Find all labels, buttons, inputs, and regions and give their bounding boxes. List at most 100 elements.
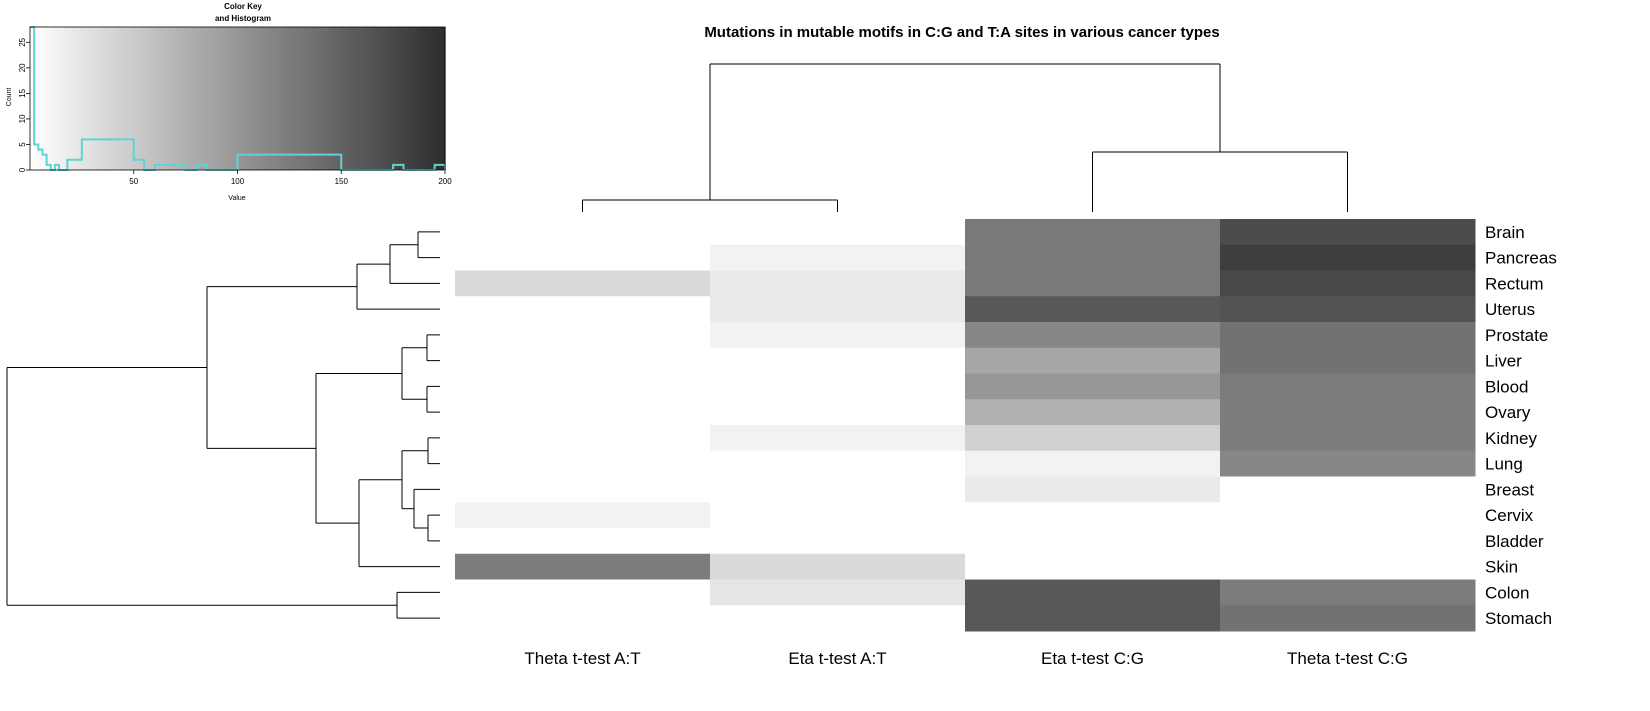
color-key-band <box>183 27 189 170</box>
color-key-band <box>233 27 239 170</box>
heatmap-cell <box>455 270 711 297</box>
heatmap-cell <box>1220 322 1476 349</box>
row-label: Rectum <box>1485 274 1544 293</box>
color-key-ylabel: Count <box>6 88 13 107</box>
color-key-band <box>312 27 317 170</box>
color-key-band <box>187 27 193 170</box>
heatmap-cell <box>455 553 711 580</box>
heatmap-cell <box>1220 270 1476 297</box>
heatmap-cell <box>1220 450 1476 477</box>
heatmap-cell <box>710 347 966 374</box>
row-label: Stomach <box>1485 609 1552 628</box>
color-key-band <box>92 27 97 170</box>
color-key-band <box>316 27 322 170</box>
color-key-band <box>353 27 359 170</box>
color-key-band <box>382 27 388 170</box>
color-key-band <box>75 27 81 170</box>
row-label: Lung <box>1485 455 1523 474</box>
color-key-band <box>104 27 110 170</box>
heatmap-cell <box>710 579 966 606</box>
heatmap-cell <box>710 553 966 580</box>
color-key-band <box>428 27 434 170</box>
color-key-band <box>225 27 230 170</box>
color-key-band <box>38 27 44 170</box>
color-key-band <box>254 27 259 170</box>
row-label: Kidney <box>1485 429 1537 448</box>
color-key-band <box>59 27 64 170</box>
row-label: Ovary <box>1485 403 1531 422</box>
heatmap-cell <box>455 450 711 477</box>
heatmap-cell <box>965 322 1221 349</box>
y-tick-label: 25 <box>18 37 27 46</box>
color-key-band <box>341 27 346 170</box>
color-key-band <box>142 27 147 170</box>
x-tick-label: 200 <box>438 177 452 186</box>
row-label: Uterus <box>1485 300 1535 319</box>
heatmap-cell <box>710 322 966 349</box>
heatmap-cell <box>455 244 711 271</box>
color-key-band <box>117 27 122 170</box>
color-key-band <box>162 27 168 170</box>
color-key-band <box>407 27 413 170</box>
heatmap-cell <box>710 399 966 426</box>
row-label: Bladder <box>1485 532 1544 551</box>
color-key-band <box>88 27 93 170</box>
color-key-title: Color Key <box>224 2 262 11</box>
heatmap-cell <box>455 528 711 555</box>
color-key-band <box>196 27 201 170</box>
x-tick-label: 100 <box>231 177 245 186</box>
color-key-band <box>171 27 176 170</box>
color-key-band <box>357 27 363 170</box>
color-key-band <box>320 27 326 170</box>
heatmap-cell <box>710 296 966 323</box>
heatmap-cell <box>1220 502 1476 529</box>
chart-title: Mutations in mutable motifs in C:G and T… <box>704 24 1219 41</box>
color-key-band <box>42 27 48 170</box>
color-key-band <box>100 27 106 170</box>
column-labels: Theta t-test A:T Eta t-test A:T Eta t-test… <box>524 649 1408 668</box>
color-key-band <box>50 27 56 170</box>
color-key-band <box>245 27 251 170</box>
color-key-band <box>46 27 52 170</box>
heatmap-cell <box>965 270 1221 297</box>
color-key-band <box>266 27 272 170</box>
column-label: Eta t-test C:G <box>1041 649 1144 668</box>
color-key-subtitle: and Histogram <box>215 14 271 23</box>
heatmap-cell <box>1220 476 1476 503</box>
heatmap-grid <box>455 219 1476 632</box>
y-tick-label: 10 <box>18 114 27 123</box>
heatmap-cell <box>710 219 966 246</box>
color-key-band <box>345 27 351 170</box>
heatmap-cell <box>1220 373 1476 400</box>
x-tick-label: 150 <box>335 177 349 186</box>
heatmap-cell <box>965 373 1221 400</box>
color-key-band <box>241 27 247 170</box>
color-key-band <box>411 27 417 170</box>
color-key-band <box>150 27 156 170</box>
heatmap-cell <box>455 502 711 529</box>
x-tick-label: 50 <box>129 177 138 186</box>
color-key-band <box>121 27 127 170</box>
color-key-band <box>200 27 205 170</box>
color-key-band <box>308 27 313 170</box>
color-key-band <box>303 27 309 170</box>
color-key-band <box>204 27 210 170</box>
color-key-band <box>370 27 376 170</box>
color-key-band <box>274 27 280 170</box>
color-key-band <box>299 27 305 170</box>
heatmap-cell <box>1220 347 1476 374</box>
heatmap-cell <box>965 244 1221 271</box>
y-tick-label: 15 <box>18 88 27 97</box>
row-label: Cervix <box>1485 506 1534 525</box>
color-key-band <box>137 27 143 170</box>
color-key-band <box>220 27 226 170</box>
heatmap-cell <box>710 528 966 555</box>
color-key-band <box>362 27 367 170</box>
heatmap-cell <box>710 244 966 271</box>
heatmap-cell <box>455 399 711 426</box>
color-key-band <box>349 27 355 170</box>
color-key-band <box>83 27 89 170</box>
color-key-band <box>34 27 39 170</box>
color-key-band <box>175 27 180 170</box>
